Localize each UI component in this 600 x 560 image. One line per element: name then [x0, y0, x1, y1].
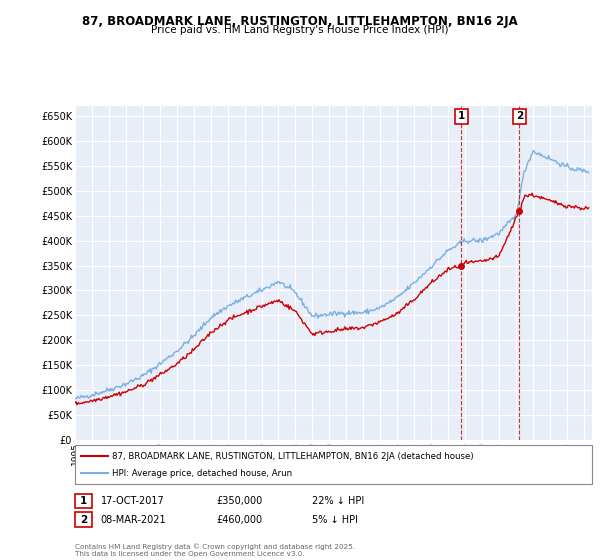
Text: 87, BROADMARK LANE, RUSTINGTON, LITTLEHAMPTON, BN16 2JA: 87, BROADMARK LANE, RUSTINGTON, LITTLEHA…: [82, 15, 518, 27]
Text: £350,000: £350,000: [216, 496, 262, 506]
Text: £460,000: £460,000: [216, 515, 262, 525]
Point: [515, 206, 524, 215]
Text: 87, BROADMARK LANE, RUSTINGTON, LITTLEHAMPTON, BN16 2JA (detached house): 87, BROADMARK LANE, RUSTINGTON, LITTLEHA…: [112, 452, 474, 461]
Text: 2: 2: [80, 515, 87, 525]
Text: 5% ↓ HPI: 5% ↓ HPI: [312, 515, 358, 525]
Text: HPI: Average price, detached house, Arun: HPI: Average price, detached house, Arun: [112, 469, 292, 478]
Text: 2: 2: [516, 111, 523, 122]
Text: Contains HM Land Registry data © Crown copyright and database right 2025.
This d: Contains HM Land Registry data © Crown c…: [75, 544, 355, 557]
Text: 1: 1: [80, 496, 87, 506]
Point: [457, 261, 466, 270]
Text: 17-OCT-2017: 17-OCT-2017: [101, 496, 164, 506]
Text: Price paid vs. HM Land Registry's House Price Index (HPI): Price paid vs. HM Land Registry's House …: [151, 25, 449, 35]
Text: 08-MAR-2021: 08-MAR-2021: [101, 515, 166, 525]
Text: 22% ↓ HPI: 22% ↓ HPI: [312, 496, 364, 506]
Text: 1: 1: [458, 111, 465, 122]
